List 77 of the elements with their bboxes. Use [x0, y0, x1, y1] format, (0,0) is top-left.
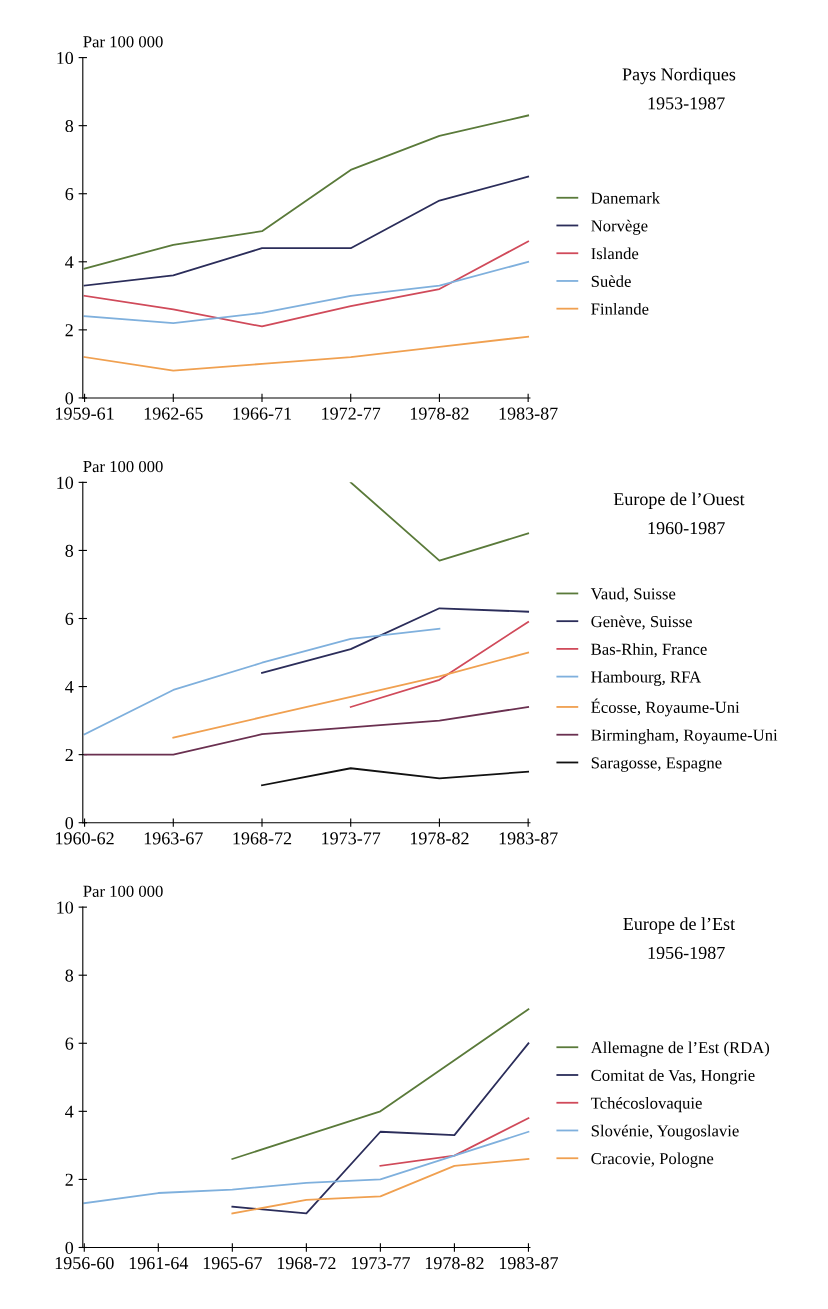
legend-label: Finlande — [591, 302, 649, 315]
line-series — [83, 175, 530, 287]
x-tick-label: 1968-72 — [277, 1257, 336, 1270]
legend-label: Genève, Suisse — [591, 615, 692, 630]
x-tick-label: 1963-67 — [144, 832, 203, 845]
y-tick-label: 8 — [65, 119, 74, 133]
y-tick-label: 4 — [65, 1105, 74, 1118]
x-tick-label: 1973-77 — [322, 832, 381, 845]
x-tick-label: 1978-82 — [425, 1257, 484, 1270]
line-series — [83, 1130, 530, 1205]
x-tick-label: 1983-87 — [499, 1257, 559, 1270]
y-tick-label: 0 — [65, 816, 74, 830]
text: 1960-1987 — [648, 522, 725, 535]
x-tick-label: 1968-72 — [233, 832, 292, 845]
text: Europe de l’Ouest — [613, 492, 745, 509]
x-tick-label: 1972-77 — [322, 407, 381, 420]
y-tick-label: 0 — [65, 392, 74, 405]
x-tick-label: 1962-65 — [144, 407, 203, 420]
line-series — [172, 651, 530, 739]
line-series — [231, 1042, 530, 1215]
legend-label: Comitat de Vas, Hongrie — [591, 1069, 755, 1085]
y-tick-label: 10 — [57, 51, 74, 65]
y-tick-label: 10 — [57, 476, 74, 489]
y-axis-title: Par 100 000 — [83, 36, 163, 48]
y-tick-label: 8 — [65, 969, 74, 982]
line-series — [83, 627, 441, 736]
x-tick-label: 1956-60 — [55, 1257, 114, 1270]
y-tick-label: 6 — [65, 1037, 74, 1050]
y-axis-title: Par 100 000 — [83, 885, 163, 897]
x-tick-label: 1959-61 — [56, 407, 114, 420]
x-tick-label: 1966-71 — [233, 407, 292, 420]
y-tick-label: 6 — [65, 612, 74, 625]
legend-label: Islande — [591, 247, 639, 260]
y-tick-label: 2 — [65, 324, 73, 337]
legend-label: Suède — [591, 275, 631, 287]
y-tick-label: 2 — [65, 1173, 73, 1186]
legend-label: Birmingham, Royaume-Uni — [591, 728, 778, 745]
legend-label: Norvège — [591, 219, 648, 235]
legend-label: Allemagne de l’Est (RDA) — [590, 1041, 770, 1057]
legend-label: Vaud, Suisse — [590, 587, 676, 602]
y-tick-label: 0 — [65, 1241, 74, 1254]
x-tick-label: 1983-87 — [499, 407, 558, 420]
line-series — [83, 240, 530, 328]
legend-label: Cracovie, Pologne — [591, 1152, 714, 1168]
line-series — [231, 1158, 530, 1215]
y-tick-label: 8 — [65, 544, 74, 557]
legend-label: Saragosse, Espagne — [591, 757, 722, 772]
text: 1956-1987 — [648, 946, 725, 959]
line-series — [261, 607, 530, 674]
x-tick-label: 1960-62 — [56, 832, 114, 845]
legend-label: Slovénie, Yougoslavie — [591, 1124, 739, 1140]
text: 1953-1987 — [648, 97, 725, 110]
legend-label: Tchécoslovaquie — [590, 1097, 702, 1113]
legend-label: Danemark — [591, 192, 661, 204]
x-tick-label: 1973-77 — [351, 1257, 410, 1270]
legend-label: Écosse, Royaume-Uni — [591, 698, 740, 717]
text: Europe de l’Est — [623, 917, 736, 934]
y-tick-label: 10 — [57, 901, 74, 914]
line-series — [83, 260, 530, 324]
legend-label: Hambourg, RFA — [591, 670, 702, 687]
legend-label: Bas-Rhin, France — [591, 643, 707, 658]
x-tick-label: 1965-67 — [203, 1257, 262, 1270]
line-series — [83, 335, 530, 372]
line-series — [261, 767, 530, 787]
x-tick-label: 1978-82 — [410, 832, 469, 845]
x-tick-label: 1983-87 — [499, 832, 558, 845]
y-axis-title: Par 100 000 — [83, 460, 163, 473]
y-tick-label: 6 — [65, 188, 74, 201]
line-series — [83, 706, 530, 756]
y-tick-label: 4 — [65, 680, 74, 693]
text: Pays Nordiques — [622, 67, 736, 85]
y-tick-label: 4 — [65, 256, 74, 269]
line-series — [83, 114, 530, 270]
line-series — [231, 1008, 530, 1160]
y-tick-label: 2 — [65, 748, 73, 761]
x-tick-label: 1961-64 — [129, 1257, 189, 1270]
x-tick-label: 1978-82 — [410, 407, 469, 420]
